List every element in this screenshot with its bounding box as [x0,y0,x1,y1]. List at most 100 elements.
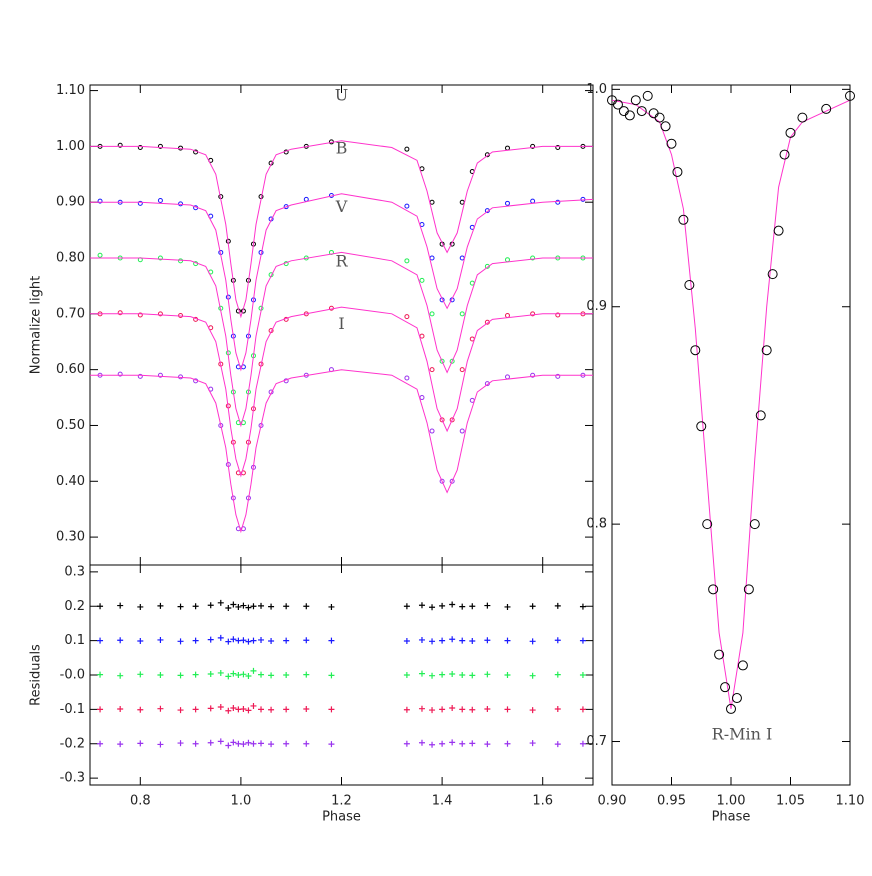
data-point [708,584,719,595]
residual-point [192,637,199,644]
residual-point [192,671,199,678]
data-point [157,198,163,204]
residual-point [235,740,242,747]
residual-point [449,601,456,608]
residual-point [117,672,124,679]
annotation: R-Min I [712,725,773,744]
residual-point [429,638,436,645]
data-point [761,345,772,356]
data-point [404,146,410,152]
residual-point [579,740,586,747]
residual-point [504,637,511,644]
data-point [137,312,143,318]
residual-point [207,670,214,677]
model-curve [90,140,593,319]
data-point [459,311,465,317]
residual-point [303,740,310,747]
data-point [157,311,163,317]
residual-point [328,603,335,610]
residual-point [268,741,275,748]
data-point [404,203,410,209]
data-point [429,311,435,317]
residual-point [484,706,491,713]
residual-point [459,672,466,678]
residual-point [240,637,247,644]
residual-point [429,741,436,748]
residual-point [245,638,252,645]
residual-point [484,602,491,609]
residual-point [469,672,476,679]
residual-point [225,638,232,645]
y-tick-label: 0.9 [586,299,607,314]
residual-point [235,637,242,644]
residual-point [529,672,536,679]
residual-point [579,706,586,713]
residual-point [418,636,425,643]
residual-point [469,603,476,610]
residual-point [230,636,237,643]
residual-point [225,673,232,680]
y-tick-label: 0.40 [56,474,85,489]
residual-point [207,636,214,643]
data-point [137,373,143,379]
residual-point [449,739,456,746]
residual-point [469,637,476,644]
residual-point [449,705,456,711]
y-tick-label: -0.1 [60,702,85,717]
residual-point [97,706,104,713]
data-point [821,103,832,114]
data-point [737,660,748,671]
y-tick-label: 0.3 [64,564,85,579]
y-tick-label: 0.30 [56,530,85,545]
data-point [612,99,623,110]
residual-point [554,706,561,713]
residual-point [579,672,586,678]
residual-point [157,672,164,678]
residual-point [469,706,476,713]
y-tick-label: -0.2 [60,736,85,751]
data-point [439,478,445,484]
x-tick-label: 0.8 [130,794,151,809]
residual-point [240,706,247,713]
data-point [755,410,766,421]
data-point [642,90,653,101]
y-axis-title: Residuals [29,644,44,706]
residual-point [245,707,252,714]
residual-point [529,707,536,714]
residual-point [225,707,232,714]
residual-point [225,742,232,749]
model-curve [90,251,593,428]
residual-point [97,740,104,747]
residual-point [268,603,275,610]
residual-point [403,603,410,610]
x-tick-label: 1.6 [532,794,553,809]
residual-point [418,602,425,609]
residual-point [439,671,446,678]
data-point [702,519,713,530]
data-point [157,143,163,149]
data-point [743,584,754,595]
residual-point [245,673,252,680]
data-point [429,428,435,434]
residual-point [177,603,184,610]
data-point [157,255,163,261]
residual-point [283,637,290,644]
data-point [696,421,707,432]
y-tick-label: 1.00 [56,139,85,154]
data-point [726,703,736,714]
residual-point [225,604,232,611]
residual-point [449,670,456,677]
model-curve [90,193,594,372]
x-tick-label: 1.00 [717,794,746,809]
residual-point [157,602,164,609]
residual-point [177,740,184,747]
y-tick-label: 0.8 [586,517,607,532]
residual-point [484,741,491,748]
residual-point [303,603,310,610]
residual-point [230,670,237,677]
x-tick-label: 1.2 [331,794,352,809]
residual-point [258,636,265,643]
residual-point [117,706,124,713]
residual-point [157,705,164,712]
